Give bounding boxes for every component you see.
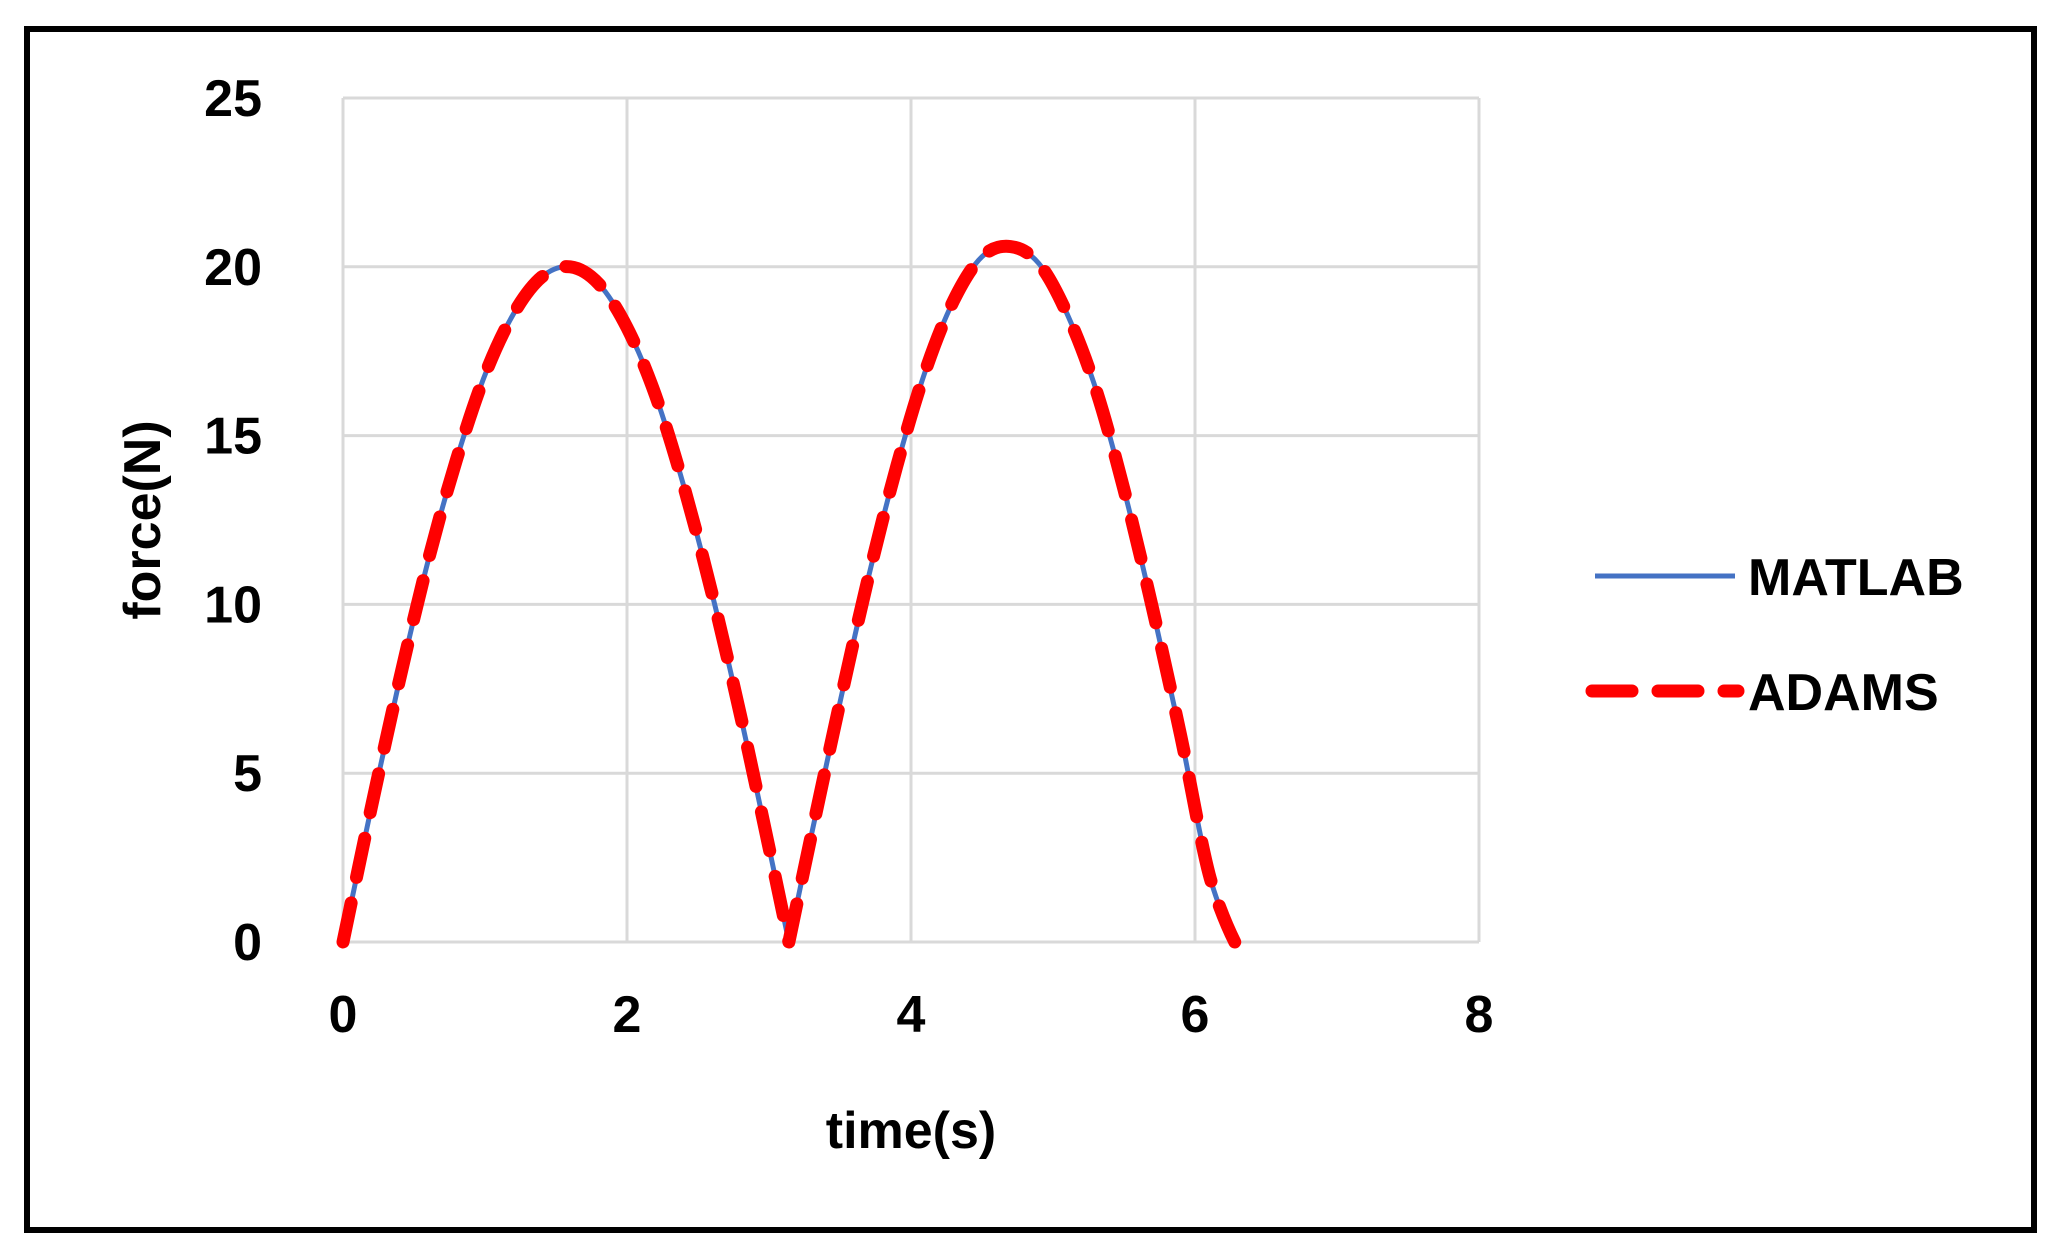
legend-label-adams: ADAMS	[1748, 664, 1939, 722]
legend: MATLAB ADAMS	[1585, 549, 1964, 722]
tick-labels: 0 2 4 6 8 0 5 10 15 20 25	[204, 70, 1493, 1044]
y-tick-label: 0	[233, 914, 262, 972]
y-tick-label: 20	[204, 239, 262, 297]
x-tick-label: 6	[1181, 986, 1210, 1044]
y-tick-label: 10	[204, 576, 262, 634]
y-tick-label: 25	[204, 70, 262, 128]
series-line-matlab	[340, 243, 1238, 945]
x-tick-label: 0	[329, 986, 358, 1044]
y-axis-title: force(N)	[114, 420, 172, 619]
x-tick-label: 8	[1465, 986, 1494, 1044]
gridlines	[341, 96, 1481, 944]
y-tick-label: 5	[233, 745, 262, 803]
x-tick-label: 4	[897, 986, 926, 1044]
x-tick-label: 2	[613, 986, 642, 1044]
x-axis-title: time(s)	[826, 1102, 996, 1160]
series-group	[336, 239, 1242, 949]
chart-frame	[24, 26, 2037, 1233]
y-tick-label: 15	[204, 408, 262, 466]
legend-label-matlab: MATLAB	[1748, 549, 1964, 607]
series-line-adams	[336, 239, 1242, 949]
